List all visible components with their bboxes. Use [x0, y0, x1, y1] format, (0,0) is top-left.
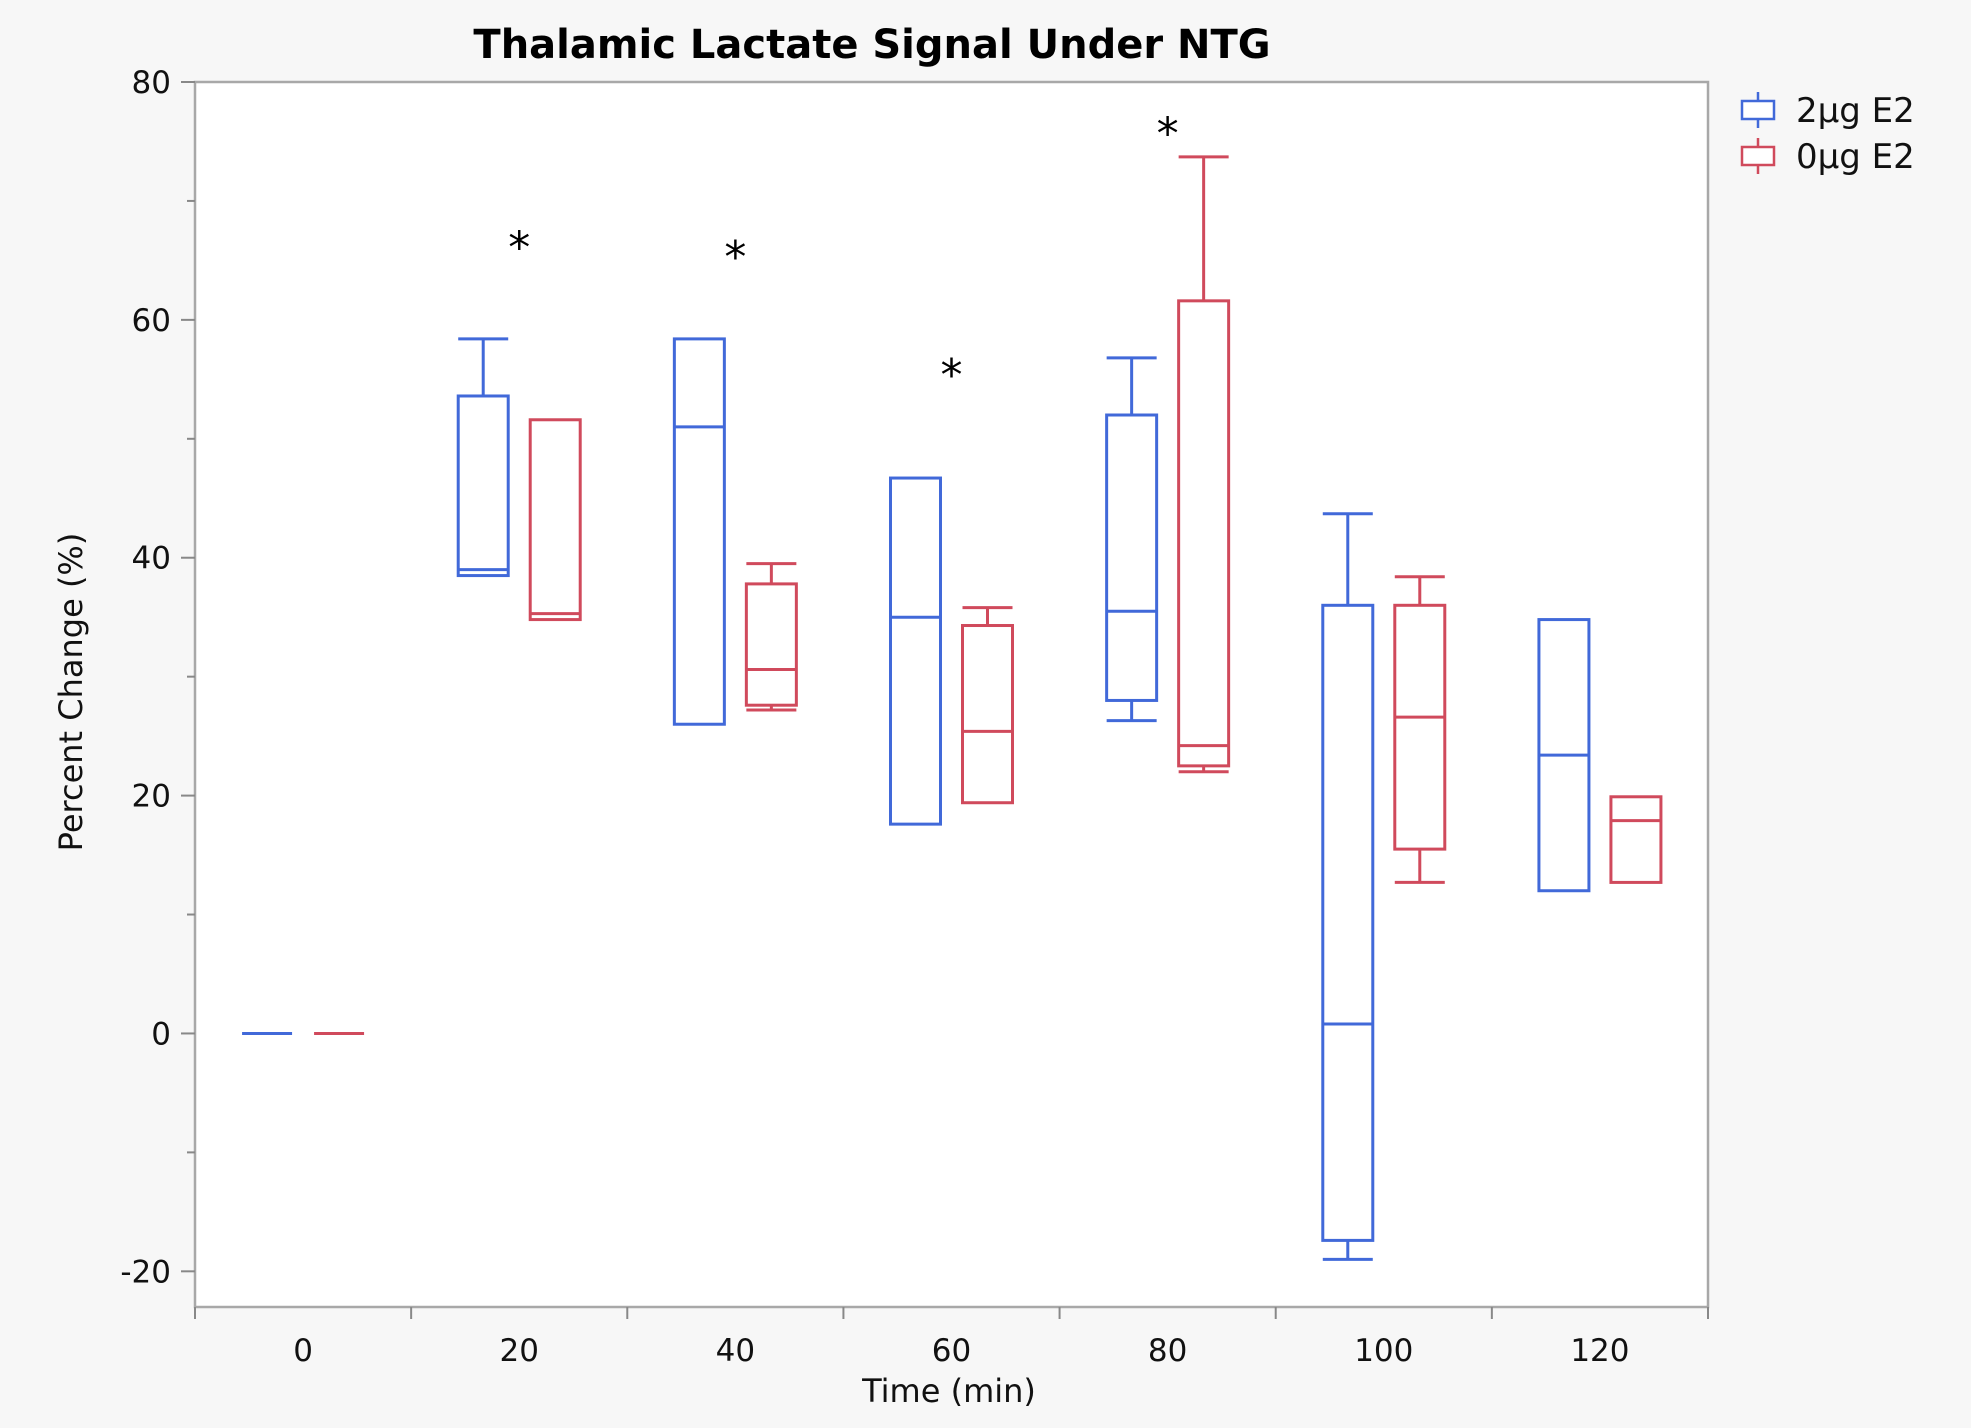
box-body	[1177, 299, 1231, 768]
box-1-100	[1393, 575, 1447, 884]
box-body	[1321, 603, 1375, 1242]
x-tick-label-60: 60	[932, 1333, 971, 1369]
box-series	[242, 155, 1663, 1261]
x-tick-label-80: 80	[1148, 1333, 1187, 1369]
significance-star-80: *	[1157, 108, 1179, 159]
box-body	[528, 418, 582, 622]
y-axis: -20 0 20 40 60 80	[120, 65, 195, 1290]
box-1-80	[1177, 155, 1231, 774]
box-0-120	[1537, 618, 1591, 893]
box-body	[1609, 795, 1663, 884]
y-tick-label: 60	[132, 303, 171, 339]
plot-area	[193, 80, 1710, 1309]
y-tick-label: 80	[132, 65, 171, 101]
x-tick-label-0: 0	[293, 1333, 313, 1369]
box-0-80	[1105, 356, 1159, 723]
box-0-60	[889, 476, 942, 826]
series-1	[314, 155, 1663, 1035]
series-0	[242, 337, 1591, 1261]
box-1-120	[1609, 795, 1663, 884]
legend-swatch	[1740, 99, 1776, 121]
significance-star-60: *	[941, 350, 963, 401]
box-0-20	[456, 337, 510, 578]
x-tick-label-20: 20	[499, 1333, 538, 1369]
box-body	[456, 394, 510, 578]
x-tick-label-40: 40	[716, 1333, 755, 1369]
y-tick-label: 40	[132, 541, 171, 577]
y-tick-label: 0	[151, 1016, 171, 1052]
box-1-60	[961, 606, 1014, 805]
legend-item-1[interactable]: 0µg E2	[1740, 137, 1915, 177]
y-tick-label: 20	[132, 779, 171, 815]
box-body	[1393, 603, 1447, 851]
box-body	[961, 624, 1014, 805]
x-axis: 0 20 40 60 80 100 120	[194, 1307, 1709, 1369]
legend-label: 0µg E2	[1796, 137, 1915, 177]
y-axis-label: Percent Change (%)	[52, 533, 90, 852]
legend-item-0[interactable]: 2µg E2	[1740, 91, 1915, 131]
legend-swatch	[1740, 145, 1776, 167]
x-tick-label-100: 100	[1354, 1333, 1413, 1369]
significance-markers: * * * *	[508, 108, 1178, 400]
y-tick-label: -20	[120, 1254, 171, 1290]
legend[interactable]: 2µg E2 0µg E2	[1740, 91, 1915, 177]
legend-label: 2µg E2	[1796, 91, 1915, 131]
box-body	[889, 476, 942, 826]
box-body	[1105, 413, 1159, 702]
significance-star-20: *	[508, 223, 530, 274]
x-axis-label: Time (min)	[861, 1372, 1036, 1410]
significance-star-40: *	[724, 232, 746, 283]
box-0-100	[1321, 512, 1375, 1261]
box-0-40	[672, 337, 726, 726]
box-1-20	[528, 418, 582, 622]
chart-title: Thalamic Lactate Signal Under NTG	[473, 22, 1270, 68]
box-body	[744, 582, 798, 707]
box-body	[672, 337, 726, 726]
x-tick-label-120: 120	[1570, 1333, 1629, 1369]
box-1-40	[744, 562, 798, 712]
